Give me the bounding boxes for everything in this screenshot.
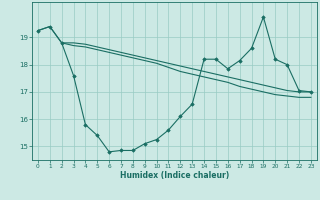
X-axis label: Humidex (Indice chaleur): Humidex (Indice chaleur)	[120, 171, 229, 180]
